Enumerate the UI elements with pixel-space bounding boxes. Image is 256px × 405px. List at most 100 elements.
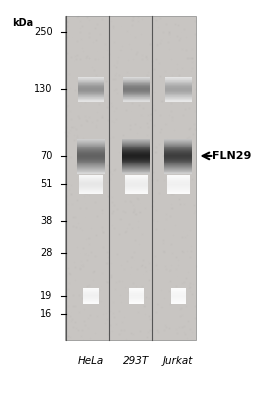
Bar	[167, 185, 190, 186]
Bar	[129, 294, 144, 295]
Bar	[77, 142, 105, 143]
Text: HeLa: HeLa	[78, 356, 104, 367]
Bar	[77, 140, 105, 141]
Bar	[78, 101, 104, 102]
Bar	[83, 292, 99, 293]
Bar	[79, 183, 103, 184]
Bar	[170, 296, 186, 297]
Bar	[164, 164, 193, 165]
Bar	[122, 170, 151, 171]
Bar	[122, 139, 151, 141]
Bar	[77, 160, 105, 161]
Bar	[123, 81, 150, 82]
Bar	[78, 77, 104, 78]
Bar	[77, 173, 105, 174]
Text: 293T: 293T	[123, 356, 150, 367]
Bar	[83, 288, 99, 289]
Bar	[77, 139, 105, 141]
Bar	[83, 299, 99, 300]
Bar	[122, 148, 151, 149]
Bar	[164, 167, 193, 168]
Bar	[170, 288, 186, 289]
Bar	[123, 95, 150, 96]
Bar	[170, 290, 186, 291]
Bar	[122, 161, 151, 162]
Bar	[123, 94, 150, 95]
Bar	[164, 141, 193, 142]
Bar	[129, 297, 144, 298]
Bar	[170, 303, 186, 304]
Bar	[122, 154, 151, 155]
Bar	[129, 289, 144, 290]
Bar	[164, 166, 193, 167]
Bar	[123, 92, 150, 93]
Bar	[164, 172, 193, 173]
Bar	[77, 167, 105, 168]
Bar	[165, 93, 191, 94]
Bar	[129, 295, 144, 296]
Bar	[78, 89, 104, 90]
Bar	[165, 94, 191, 95]
Bar	[122, 160, 151, 161]
Bar	[78, 94, 104, 95]
Bar	[123, 78, 150, 79]
Bar	[164, 145, 193, 146]
Bar	[164, 152, 193, 153]
Bar	[170, 294, 186, 295]
Text: FLN29: FLN29	[212, 151, 251, 161]
Bar	[165, 91, 191, 92]
Bar	[165, 89, 191, 90]
Bar	[83, 301, 99, 302]
Bar	[122, 140, 151, 141]
Text: 250: 250	[34, 28, 53, 37]
Bar	[167, 184, 190, 185]
Bar	[78, 97, 104, 98]
Text: 70: 70	[40, 151, 53, 161]
Bar	[123, 99, 150, 100]
Bar	[167, 188, 190, 189]
Bar	[125, 178, 148, 179]
Bar	[129, 296, 144, 297]
Bar	[78, 91, 104, 92]
Bar	[123, 87, 150, 88]
Bar	[170, 301, 186, 302]
Bar	[79, 180, 103, 181]
Bar	[78, 100, 104, 101]
Bar	[164, 161, 193, 162]
Bar	[165, 96, 191, 97]
Bar	[164, 147, 193, 148]
Bar	[164, 158, 193, 159]
Bar	[78, 85, 104, 86]
Bar	[165, 97, 191, 98]
Bar	[79, 176, 103, 177]
Bar	[164, 142, 193, 143]
Bar	[83, 290, 99, 291]
Bar	[170, 289, 186, 290]
Bar	[167, 176, 190, 177]
Bar	[167, 189, 190, 190]
Bar	[78, 93, 104, 94]
Bar	[78, 82, 104, 83]
Bar	[77, 144, 105, 145]
Bar	[79, 178, 103, 179]
Bar	[123, 88, 150, 89]
Bar	[170, 293, 186, 294]
Bar	[83, 291, 99, 292]
Bar	[77, 141, 105, 142]
Text: 130: 130	[34, 84, 53, 94]
Bar	[123, 89, 150, 90]
Bar	[129, 298, 144, 299]
Bar	[170, 291, 186, 292]
Bar	[165, 77, 191, 78]
Bar	[78, 80, 104, 81]
Bar	[77, 162, 105, 164]
Bar	[83, 295, 99, 296]
Bar	[125, 188, 148, 189]
Bar	[78, 81, 104, 82]
Bar	[122, 172, 151, 173]
Bar	[125, 189, 148, 190]
Text: 38: 38	[40, 216, 53, 226]
Bar	[165, 87, 191, 88]
Bar	[122, 167, 151, 168]
Bar	[122, 142, 151, 143]
